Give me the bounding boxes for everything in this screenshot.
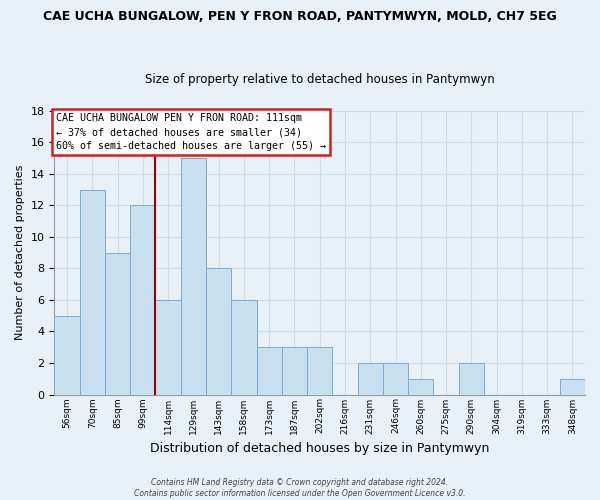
Bar	[231, 300, 257, 394]
Y-axis label: Number of detached properties: Number of detached properties	[15, 165, 25, 340]
Bar	[560, 379, 585, 394]
Bar	[307, 347, 332, 395]
Bar	[155, 300, 181, 394]
Text: CAE UCHA BUNGALOW PEN Y FRON ROAD: 111sqm
← 37% of detached houses are smaller (: CAE UCHA BUNGALOW PEN Y FRON ROAD: 111sq…	[56, 113, 326, 151]
Text: Contains HM Land Registry data © Crown copyright and database right 2024.
Contai: Contains HM Land Registry data © Crown c…	[134, 478, 466, 498]
Bar	[408, 379, 433, 394]
Bar	[458, 363, 484, 394]
Bar	[206, 268, 231, 394]
Bar	[181, 158, 206, 394]
Bar	[282, 347, 307, 395]
Bar	[383, 363, 408, 394]
Text: CAE UCHA BUNGALOW, PEN Y FRON ROAD, PANTYMWYN, MOLD, CH7 5EG: CAE UCHA BUNGALOW, PEN Y FRON ROAD, PANT…	[43, 10, 557, 23]
Bar	[80, 190, 105, 394]
Title: Size of property relative to detached houses in Pantymwyn: Size of property relative to detached ho…	[145, 73, 494, 86]
Bar	[105, 252, 130, 394]
Bar	[55, 316, 80, 394]
Bar	[130, 206, 155, 394]
Bar	[257, 347, 282, 395]
Bar	[358, 363, 383, 394]
X-axis label: Distribution of detached houses by size in Pantymwyn: Distribution of detached houses by size …	[150, 442, 490, 455]
